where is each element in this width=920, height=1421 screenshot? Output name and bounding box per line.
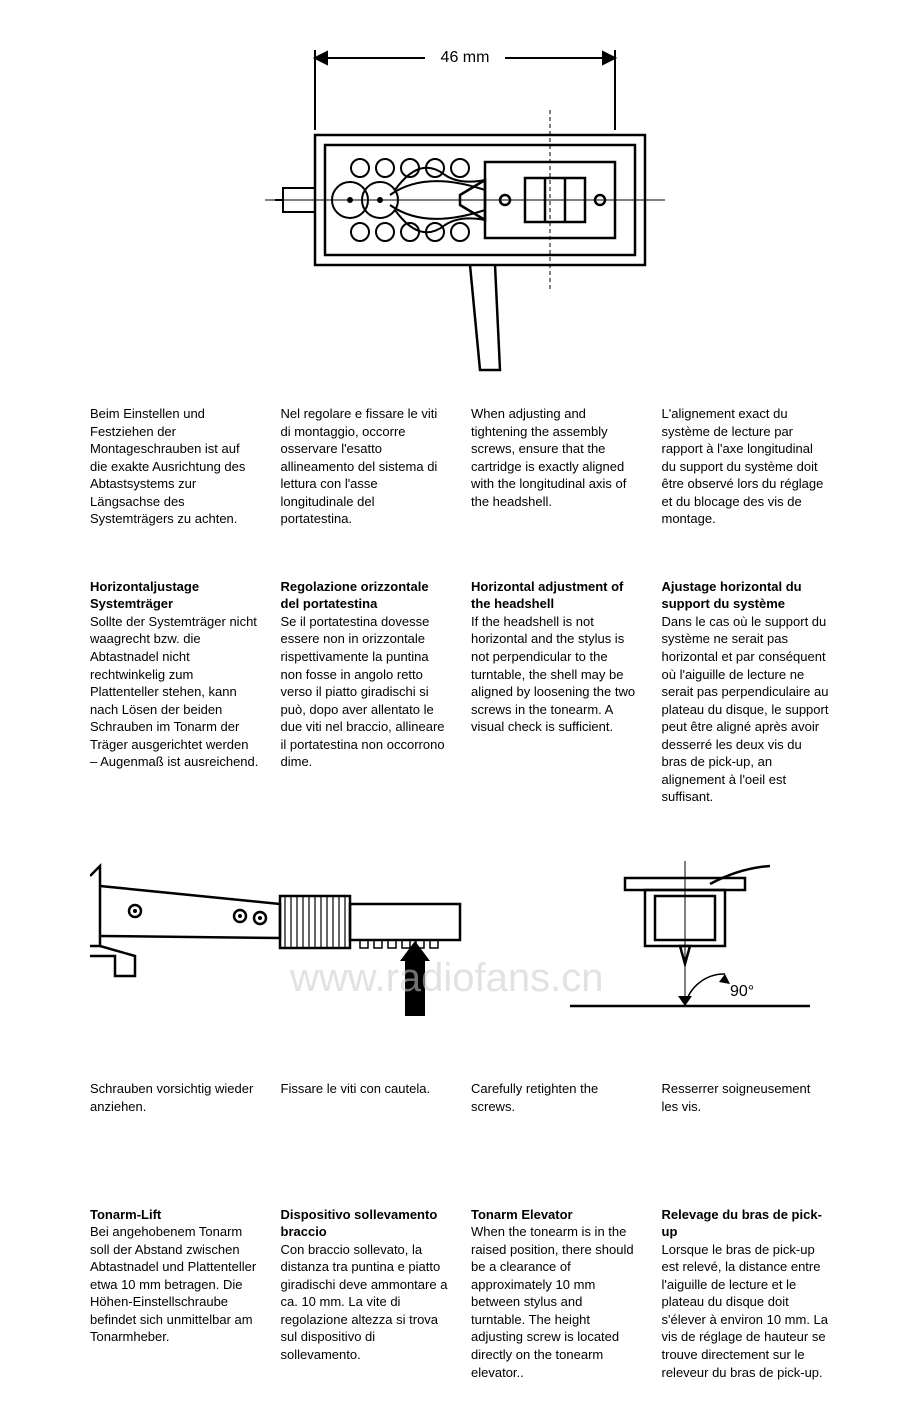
heading-fr: Relevage du bras de pick-up [662, 1206, 831, 1241]
col-en: Tonarm Elevator When the tonearm is in t… [471, 1206, 640, 1381]
text-row-4: Tonarm-Lift Bei angehobenem Tonarm soll … [90, 1206, 830, 1381]
col-it: Regolazione orizzontale del portatestina… [281, 578, 450, 806]
body-en: If the headshell is not horizontal and t… [471, 614, 635, 734]
col-it: Nel regolare e fissare le viti di montag… [281, 405, 450, 528]
col-fr: Ajustage horizontal du support du systèm… [662, 578, 831, 806]
col-en: When adjusting and tightening the assemb… [471, 405, 640, 528]
col-de: Schrauben vorsichtig wieder anziehen. [90, 1080, 259, 1115]
text-row-2: Horizontaljustage Systemträger Sollte de… [90, 578, 830, 806]
heading-de: Horizontaljustage Systemträger [90, 578, 259, 613]
col-de: Beim Einstellen und Festziehen der Monta… [90, 405, 259, 528]
heading-fr: Ajustage horizontal du support du systèm… [662, 578, 831, 613]
body-fr: Dans le cas où le support du système ne … [662, 614, 829, 804]
col-it: Fissare le viti con cautela. [281, 1080, 450, 1115]
col-de: Horizontaljustage Systemträger Sollte de… [90, 578, 259, 806]
angle-label: 90° [730, 983, 754, 1000]
heading-en: Horizontal adjustment of the headshell [471, 578, 640, 613]
body-fr: Lorsque le bras de pick-up est relevé, l… [662, 1242, 829, 1380]
col-en: Carefully retighten the screws. [471, 1080, 640, 1115]
tonearm-svg: www.radiofans.cn 90° [90, 856, 830, 1046]
body-it: Con braccio sollevato, la distanza tra p… [281, 1242, 448, 1362]
text-row-3: Schrauben vorsichtig wieder anziehen. Fi… [90, 1080, 830, 1115]
col-fr: L'alignement exact du système de lecture… [662, 405, 831, 528]
col-fr: Relevage du bras de pick-up Lorsque le b… [662, 1206, 831, 1381]
dimension-label: 46 mm [441, 49, 490, 66]
heading-it: Regolazione orizzontale del portatestina [281, 578, 450, 613]
body-de: Sollte der Systemträger nicht waagrecht … [90, 614, 258, 769]
body-it: Se il portatestina dovesse essere non in… [281, 614, 445, 769]
body-en: When the tonearm is in the raised positi… [471, 1224, 634, 1379]
heading-en: Tonarm Elevator [471, 1206, 640, 1224]
col-it: Dispositivo sollevamento braccio Con bra… [281, 1206, 450, 1381]
col-fr: Resserrer soigneusement les vis. [662, 1080, 831, 1115]
heading-de: Tonarm-Lift [90, 1206, 259, 1224]
headshell-svg: 46 mm [245, 40, 675, 380]
body-de: Bei angehobenem Tonarm soll der Abstand … [90, 1224, 256, 1344]
col-en: Horizontal adjustment of the headshell I… [471, 578, 640, 806]
col-de: Tonarm-Lift Bei angehobenem Tonarm soll … [90, 1206, 259, 1381]
text-row-1: Beim Einstellen und Festziehen der Monta… [90, 405, 830, 528]
watermark-text: www.radiofans.cn [289, 956, 603, 1000]
tonearm-side-diagram: www.radiofans.cn 90° [90, 856, 830, 1051]
headshell-top-view-diagram: 46 mm [90, 40, 830, 380]
heading-it: Dispositivo sollevamento braccio [281, 1206, 450, 1241]
